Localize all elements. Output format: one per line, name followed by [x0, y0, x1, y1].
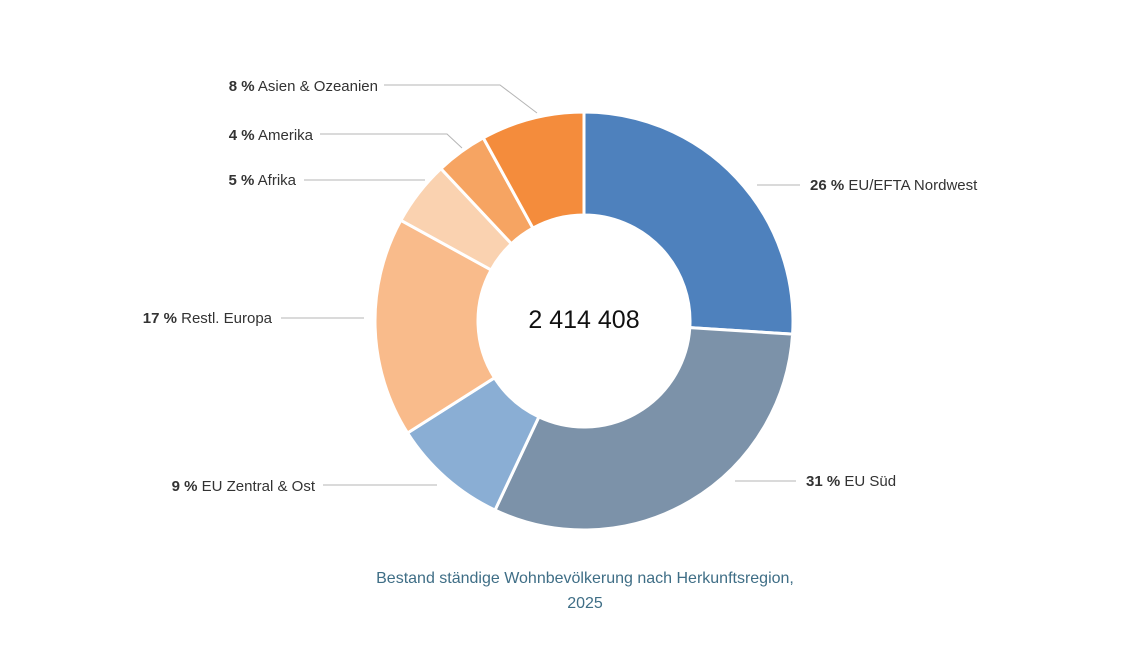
slice-asien-ozeanien [481, 110, 586, 230]
label-region: Restl. Europa [177, 310, 273, 327]
label-percent: 31 % [806, 473, 840, 490]
label-region: EU Süd [840, 473, 896, 490]
leader-lines [281, 84, 800, 486]
chart-caption: Bestand ständige Wohnbevölkerung nach He… [0, 566, 1126, 616]
center-total-label: 2 414 408 [528, 306, 639, 334]
label-percent: 26 % [810, 177, 844, 194]
leader-line-asien-ozeanien [384, 84, 538, 114]
label-percent: 5 % [228, 172, 254, 189]
label-region: Asien & Ozeanien [255, 78, 378, 95]
label-eu-efta-nordwest: 26 % EU/EFTA Nordwest [810, 177, 978, 194]
slice-eu-efta-nordwest [582, 110, 795, 336]
donut-slices [373, 110, 795, 532]
label-eu-s-d: 31 % EU Süd [806, 473, 896, 490]
label-region: EU Zentral & Ost [197, 478, 315, 495]
caption-line-2: 2025 [567, 595, 603, 612]
slice-labels: 26 % EU/EFTA Nordwest 31 % EU Süd 9 % EU Z… [143, 78, 978, 495]
label-restl-europa: 17 % Restl. Europa [143, 310, 273, 327]
slice-eu-s-d [493, 326, 795, 532]
label-region: Afrika [254, 172, 296, 189]
label-asien-ozeanien: 8 % Asien & Ozeanien [229, 78, 378, 95]
label-region: Amerika [255, 127, 314, 144]
slice-restl-europa [373, 218, 497, 435]
label-eu-zentral-ost: 9 % EU Zentral & Ost [172, 478, 316, 495]
label-percent: 8 % [229, 78, 255, 95]
label-amerika: 4 % Amerika [229, 127, 314, 144]
label-afrika: 5 % Afrika [228, 172, 296, 189]
label-region: EU/EFTA Nordwest [844, 177, 978, 194]
caption-line-1: Bestand ständige Wohnbevölkerung nach He… [376, 570, 794, 587]
label-percent: 4 % [229, 127, 255, 144]
label-percent: 9 % [172, 478, 198, 495]
leader-line-amerika [320, 133, 463, 149]
label-percent: 17 % [143, 310, 177, 327]
